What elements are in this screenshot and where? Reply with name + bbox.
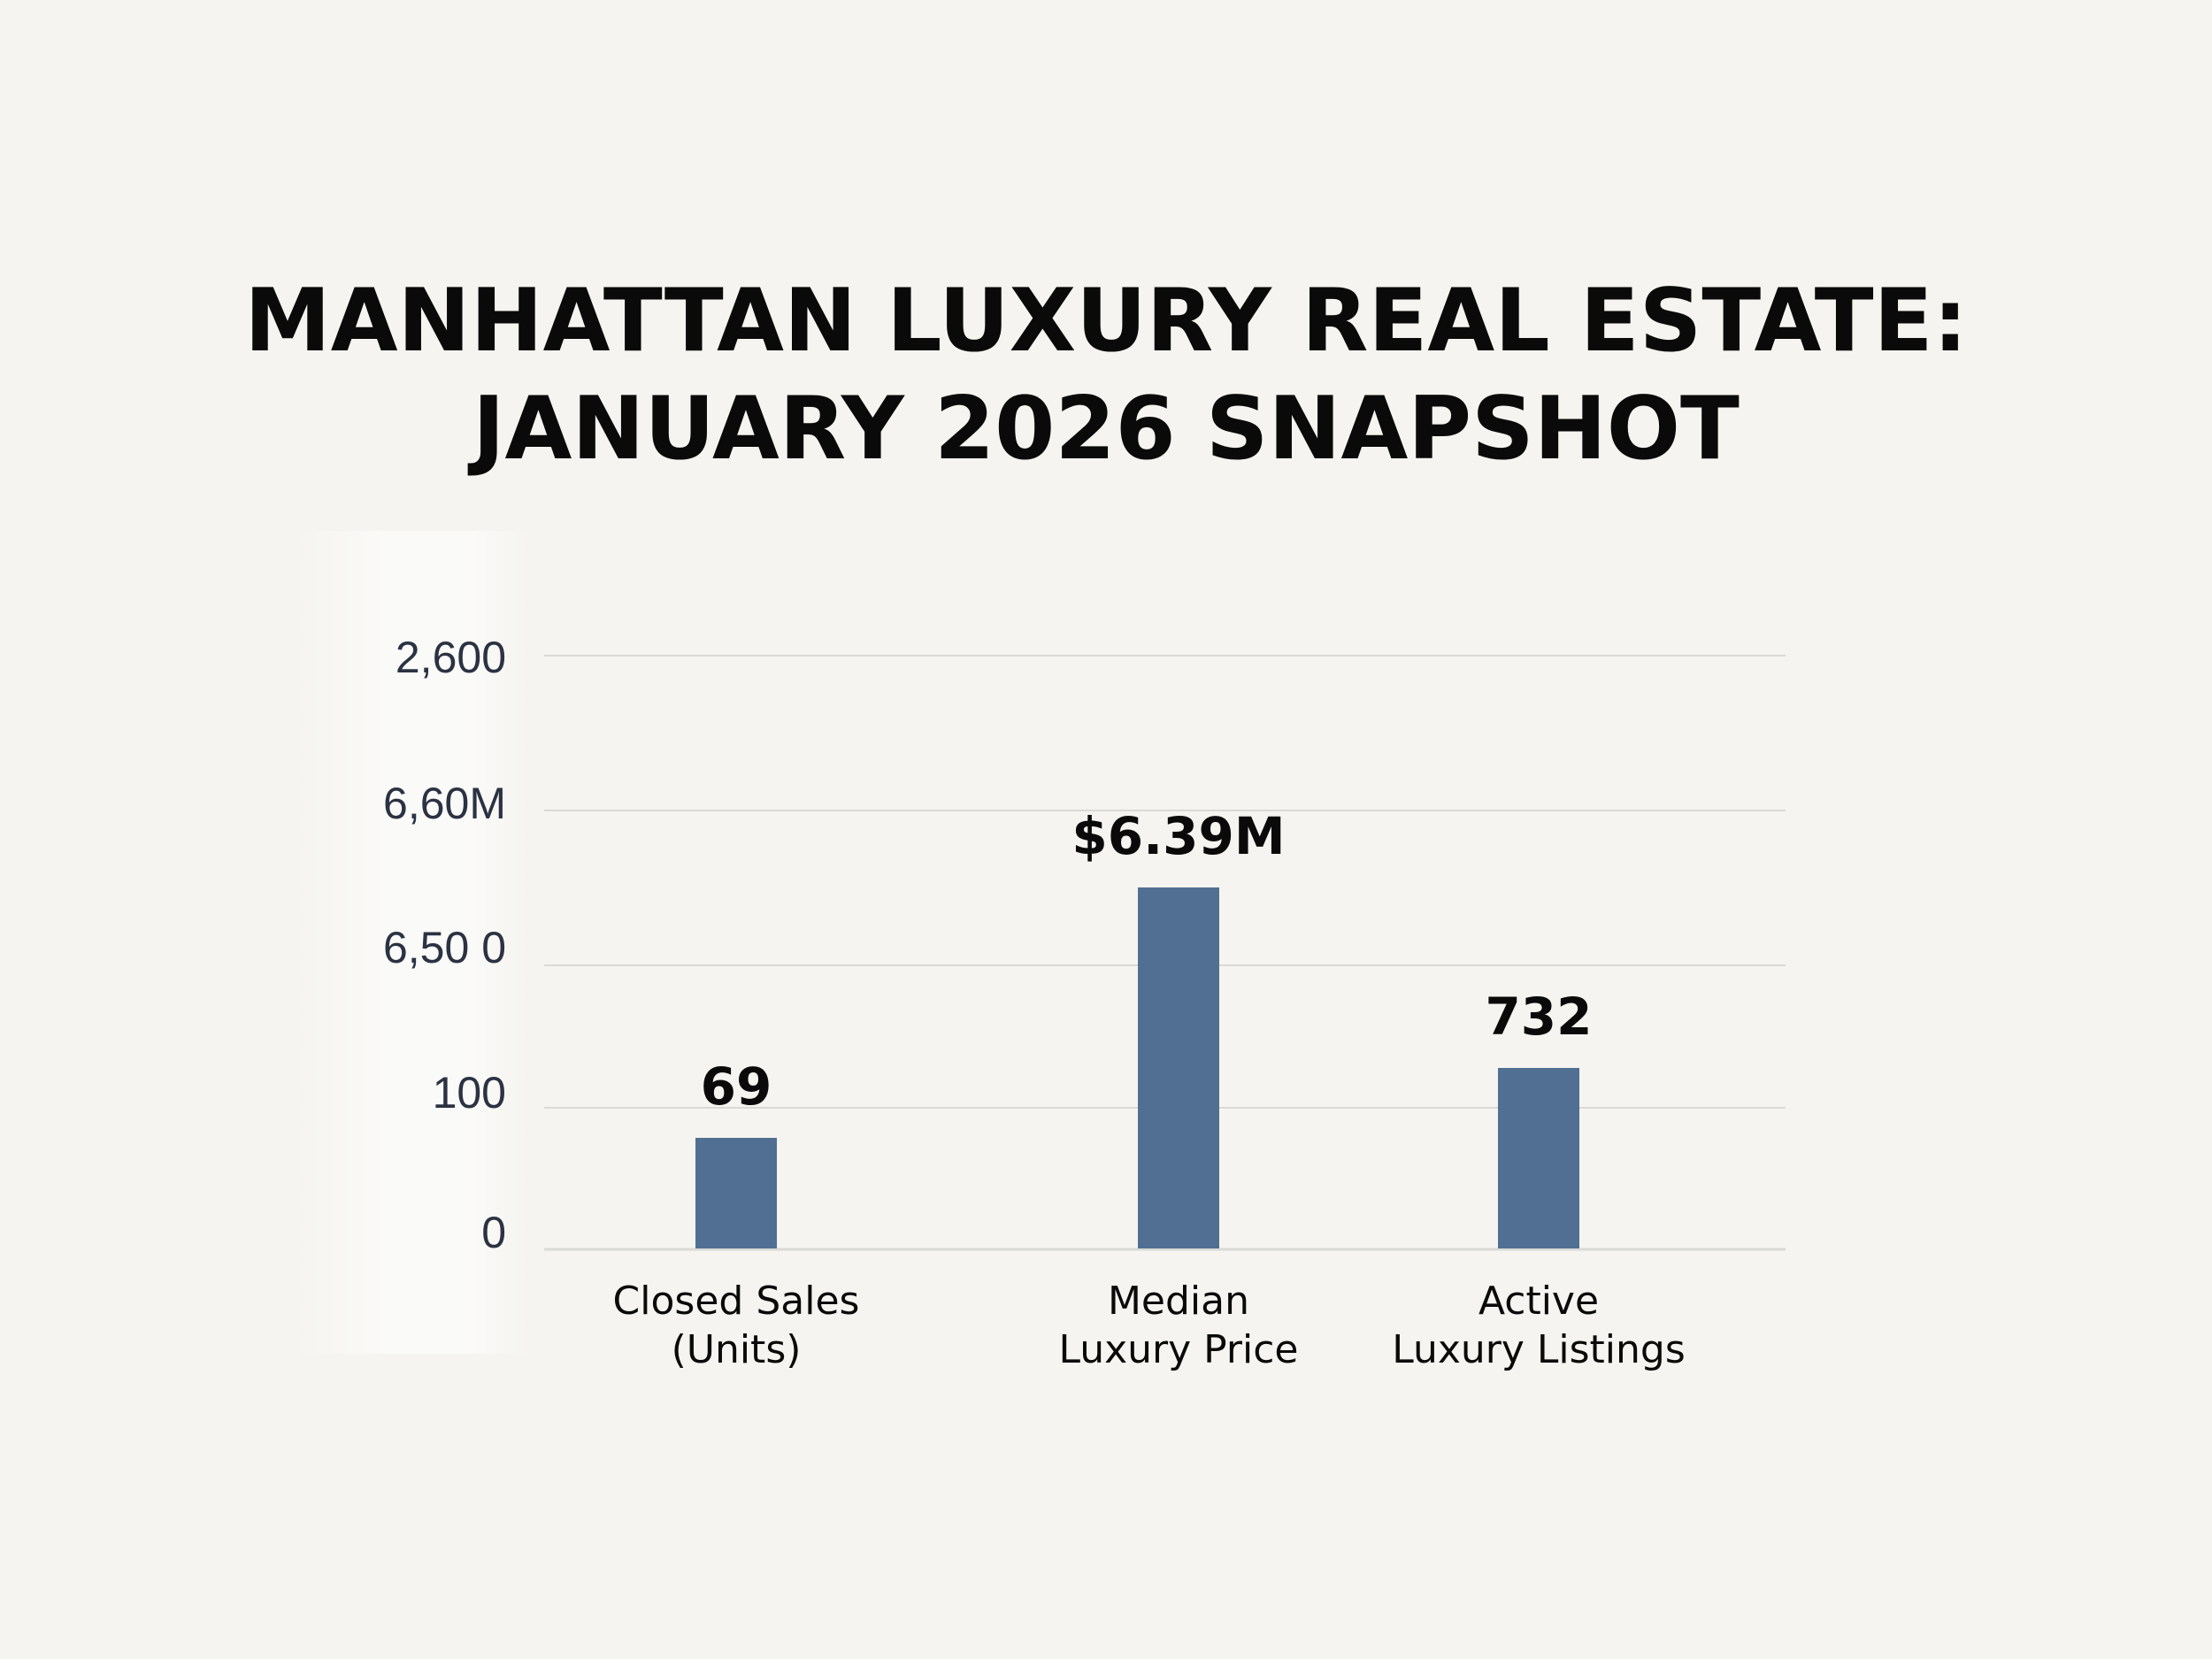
y-tick-label: 6,60M [383,779,506,828]
axis-shade [292,531,531,1354]
x-category-label: Luxury Price [1058,1327,1298,1372]
y-tick-label: 2,600 [396,633,506,682]
y-tick-label: 0 [481,1208,506,1257]
data-label: $6.39M [1071,806,1285,866]
x-category-label: Active [1479,1279,1599,1324]
y-tick-label: 6,50 0 [383,923,506,972]
bar [1138,887,1219,1248]
chart-title-line-1: MANHATTAN LUXURY REAL ESTATE: [244,271,1968,372]
x-category-label: (Units) [672,1327,802,1372]
bar [1498,1068,1579,1248]
x-category-label: Median [1108,1279,1249,1324]
y-tick-label: 100 [433,1068,506,1118]
data-label: 732 [1485,987,1592,1047]
chart-title-line-2: JANUARY 2026 SNAPSHOT [472,379,1740,480]
bar [695,1138,777,1248]
x-category-label: Closed Sales [613,1279,860,1324]
x-category-label: Luxury Listings [1392,1327,1686,1372]
data-label: 69 [701,1056,772,1117]
